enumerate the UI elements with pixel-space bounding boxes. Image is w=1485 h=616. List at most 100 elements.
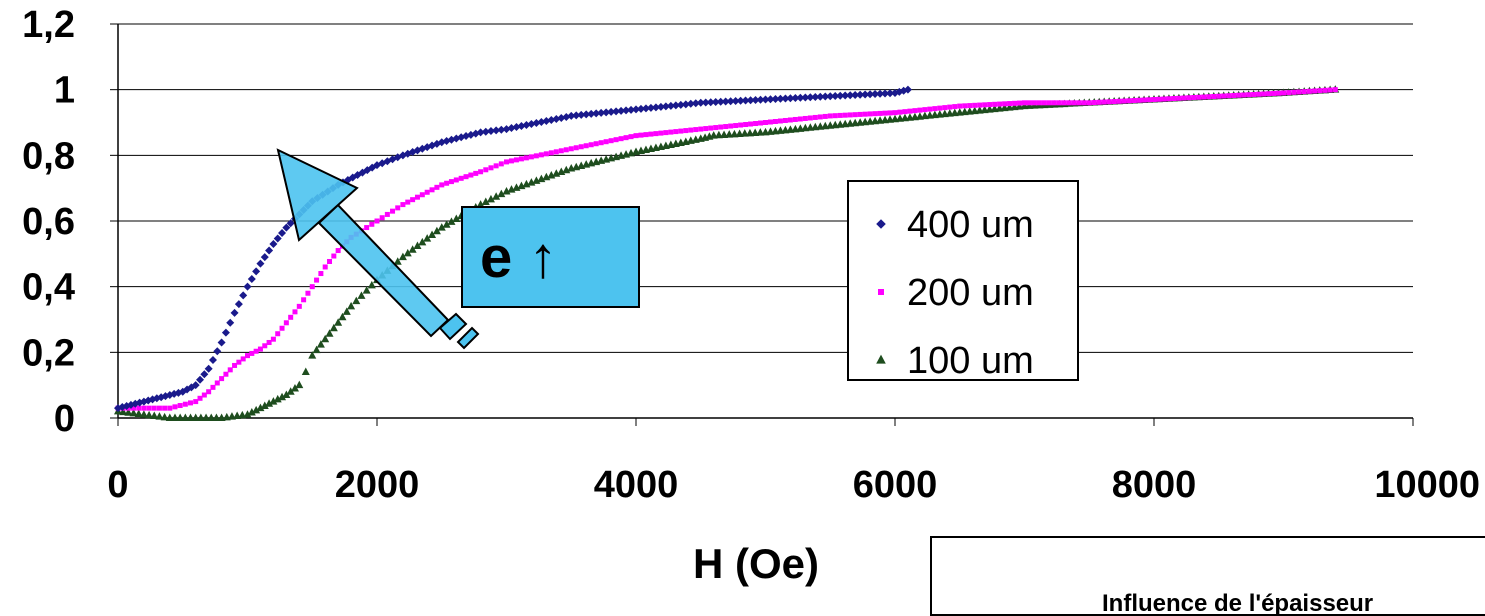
data-point [1017,100,1023,106]
data-point [204,364,213,373]
data-point [1271,90,1277,96]
data-point [841,91,850,100]
x-tick-label: 8000 [1112,464,1197,506]
data-point [245,353,250,359]
data-point [587,109,596,118]
data-point [1312,88,1318,94]
data-point [653,131,659,137]
data-point [807,115,813,121]
data-point [162,405,168,411]
data-point [312,345,321,354]
data-point [1111,99,1117,105]
data-point [413,241,422,250]
data-point [731,97,740,106]
data-point [646,103,655,112]
data-point [362,286,371,294]
arrow-head [276,148,359,242]
data-point [878,289,884,295]
data-point [196,375,205,384]
data-point [763,120,768,125]
data-point [408,245,417,253]
data-point [1296,89,1302,95]
data-point [903,85,912,94]
x-tick-label: 6000 [853,464,938,506]
data-point [141,405,147,411]
data-point [741,96,750,105]
data-point [997,101,1003,107]
data-point [714,130,723,139]
data-point [230,308,239,317]
data-point [827,113,833,119]
data-point [410,197,416,203]
data-point [308,351,317,359]
data-point [632,105,640,114]
data-point [745,128,754,137]
data-point [367,280,376,289]
data-point [1221,93,1227,99]
data-point [528,154,534,160]
data-point [223,371,229,377]
data-point [887,110,893,116]
data-point [429,187,435,193]
data-point [1056,100,1062,106]
data-point [247,275,256,284]
data-point [260,253,269,262]
data-point [772,118,778,124]
data-point [379,215,385,221]
data-point [322,264,328,270]
data-point [618,136,624,142]
data-point [265,399,274,407]
data-point [155,412,164,420]
data-point [364,225,370,231]
data-point [661,102,670,111]
data-point [688,127,694,133]
data-point [721,97,730,106]
data-point [325,329,334,337]
data-point [573,145,579,151]
data-point [1261,91,1267,97]
data-point [735,129,744,137]
data-point [217,338,226,347]
subtitle: Influence de l'épaisseur [1102,590,1374,616]
data-point [278,229,287,238]
data-point [681,100,690,109]
data-point [628,134,634,140]
data-point [902,109,908,115]
data-point [191,381,200,390]
data-point [139,410,148,418]
data-point [802,115,808,121]
data-point [458,175,464,181]
data-point [176,413,185,421]
data-point [972,102,978,108]
data-point [283,320,289,326]
data-point [1246,92,1252,98]
data-point [709,131,718,139]
data-point [568,146,574,152]
data-point [301,297,307,303]
data-point [1286,90,1292,96]
data-point [1031,100,1037,106]
data-point [334,318,343,326]
data-point [1216,93,1222,99]
data-point [253,348,259,354]
data-point [329,323,338,332]
data-point [395,205,401,211]
data-point [748,121,754,127]
data-point [716,97,725,106]
data-point [698,126,704,132]
data-point [434,184,440,190]
data-point [967,103,973,109]
data-point [327,258,333,264]
data-point [797,116,803,122]
data-point [842,112,848,118]
y-tick-label: 0,4 [22,267,75,309]
data-point [486,194,495,203]
data-point [288,314,294,320]
legend-label: 400 um [907,204,1034,246]
data-point [597,108,606,117]
data-point [305,290,311,296]
data-point [273,234,282,243]
data-point [583,143,589,149]
data-point [129,408,138,417]
data-point [725,130,734,138]
